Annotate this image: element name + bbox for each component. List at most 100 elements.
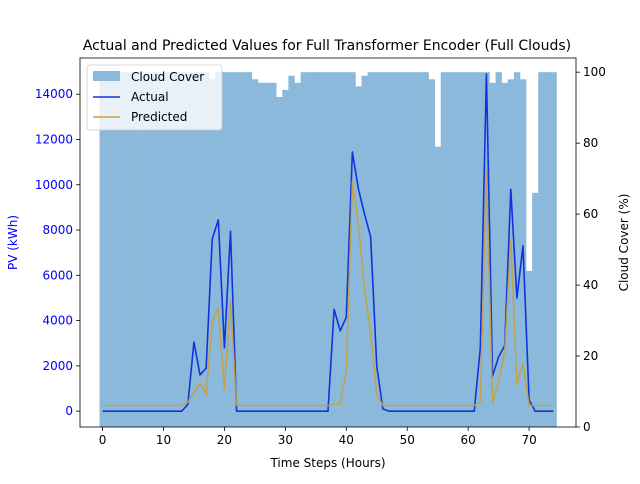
cloud-cover-bar xyxy=(221,72,228,427)
cloud-cover-bar xyxy=(178,72,186,427)
cloud-cover-bar xyxy=(532,192,539,427)
cloud-cover-bar xyxy=(489,82,496,427)
x-tick-label: 40 xyxy=(339,433,354,447)
x-tick-label: 10 xyxy=(156,433,171,447)
x-tick-label: 60 xyxy=(461,433,476,447)
y-right-tick-label: 40 xyxy=(583,278,598,292)
y-right-tick-label: 80 xyxy=(583,136,598,150)
cloud-cover-bar xyxy=(337,72,344,427)
cloud-cover-bar xyxy=(312,72,320,427)
cloud-cover-bar xyxy=(288,75,295,428)
cloud-cover-bar xyxy=(349,72,356,427)
y-left-axis-label: PV (kWh) xyxy=(6,215,20,270)
actual-line xyxy=(102,73,554,412)
cloud-cover-bar xyxy=(257,82,265,427)
cloud-cover-bar xyxy=(379,72,387,427)
cloud-cover-bar xyxy=(361,75,368,428)
cloud-cover-bar xyxy=(416,72,423,427)
cloud-cover-bar xyxy=(513,72,521,427)
cloud-cover-bar xyxy=(111,72,119,427)
chart-title: Actual and Predicted Values for Full Tra… xyxy=(83,38,571,54)
cloud-cover-bar xyxy=(203,72,210,427)
x-tick-label: 20 xyxy=(217,433,232,447)
cloud-cover-bar xyxy=(148,72,155,427)
y-right-tick-label: 0 xyxy=(583,420,591,434)
cloud-cover-bar xyxy=(404,72,411,427)
cloud-cover-bar xyxy=(495,72,502,427)
cloud-cover-bar xyxy=(270,82,277,427)
cloud-cover-bar xyxy=(526,270,533,427)
legend-label-actual: Actual xyxy=(131,90,169,104)
series-lines xyxy=(102,73,554,412)
cloud-cover-bar xyxy=(538,72,545,427)
cloud-cover-bar xyxy=(428,79,435,427)
cloud-cover-bar xyxy=(136,72,143,427)
legend-box xyxy=(86,64,223,131)
cloud-cover-bar xyxy=(282,89,289,428)
cloud-cover-bar xyxy=(190,72,198,427)
y-right-tick-label: 100 xyxy=(583,65,606,79)
cloud-cover-bar xyxy=(306,72,314,427)
y-left-axis-ticks: 0 2000 4000 6000 8000 10000 12000 14000 xyxy=(35,87,80,418)
cloud-cover-bar xyxy=(398,72,405,427)
cloud-cover-bar xyxy=(215,72,222,427)
cloud-cover-bar xyxy=(117,72,125,427)
cloud-cover-bar xyxy=(251,79,259,427)
cloud-cover-bar xyxy=(440,72,448,427)
cloud-cover-bars xyxy=(99,72,557,428)
y-left-tick-label: 0 xyxy=(65,404,73,418)
cloud-cover-bar xyxy=(391,72,399,427)
plot-frame xyxy=(79,57,577,428)
cloud-cover-bar xyxy=(355,86,362,427)
cloud-cover-bar xyxy=(385,72,393,427)
cloud-cover-bar xyxy=(452,72,460,427)
cloud-cover-bar xyxy=(129,72,137,427)
x-tick-label: 50 xyxy=(400,433,415,447)
y-right-axis-label: Cloud Cover (%) xyxy=(617,194,631,292)
cloud-cover-bar xyxy=(172,72,180,427)
legend-swatch-cloud-cover xyxy=(93,71,120,81)
x-axis-label: Time Steps (Hours) xyxy=(269,456,385,470)
cloud-cover-bar xyxy=(477,72,484,427)
x-axis-ticks: 0 10 20 30 40 50 60 70 xyxy=(99,427,537,447)
cloud-cover-bar xyxy=(324,72,332,427)
cloud-cover-bar xyxy=(160,72,167,427)
x-tick-label: 70 xyxy=(521,433,536,447)
cloud-cover-bar xyxy=(264,82,271,427)
cloud-cover-bar xyxy=(459,72,466,427)
y-left-tick-label: 6000 xyxy=(42,268,73,282)
cloud-cover-bar xyxy=(154,72,161,427)
y-left-tick-label: 4000 xyxy=(42,314,73,328)
cloud-cover-bar xyxy=(446,72,454,427)
cloud-cover-bar xyxy=(105,72,112,427)
y-left-tick-label: 2000 xyxy=(42,359,73,373)
cloud-cover-bar xyxy=(465,72,472,427)
y-right-tick-label: 60 xyxy=(583,207,598,221)
cloud-cover-bar xyxy=(245,72,253,427)
y-left-tick-label: 8000 xyxy=(42,223,73,237)
cloud-cover-bar xyxy=(294,82,301,427)
cloud-cover-bar xyxy=(142,72,149,427)
cloud-cover-bar xyxy=(99,72,106,427)
x-tick-label: 30 xyxy=(278,433,293,447)
legend-label-predicted: Predicted xyxy=(131,110,187,124)
cloud-cover-bar xyxy=(410,72,417,427)
cloud-cover-bar xyxy=(123,72,131,427)
legend-label-cloud-cover: Cloud Cover xyxy=(131,70,204,84)
legend: Cloud Cover Actual Predicted xyxy=(86,64,223,131)
cloud-cover-bar xyxy=(471,72,478,427)
cloud-cover-bar xyxy=(331,72,338,427)
y-right-tick-label: 20 xyxy=(583,349,598,363)
cloud-cover-bar xyxy=(300,72,307,427)
cloud-cover-bar xyxy=(184,72,192,427)
cloud-cover-bar xyxy=(501,82,509,427)
cloud-cover-bar xyxy=(233,72,240,427)
x-tick-label: 0 xyxy=(99,433,107,447)
cloud-cover-bar xyxy=(239,72,247,427)
y-left-tick-label: 14000 xyxy=(35,87,73,101)
cloud-cover-bar xyxy=(276,97,283,427)
y-right-axis-ticks: 0 20 40 60 80 100 xyxy=(576,65,606,434)
cloud-cover-bar xyxy=(373,72,381,427)
cloud-cover-bar xyxy=(544,72,551,427)
